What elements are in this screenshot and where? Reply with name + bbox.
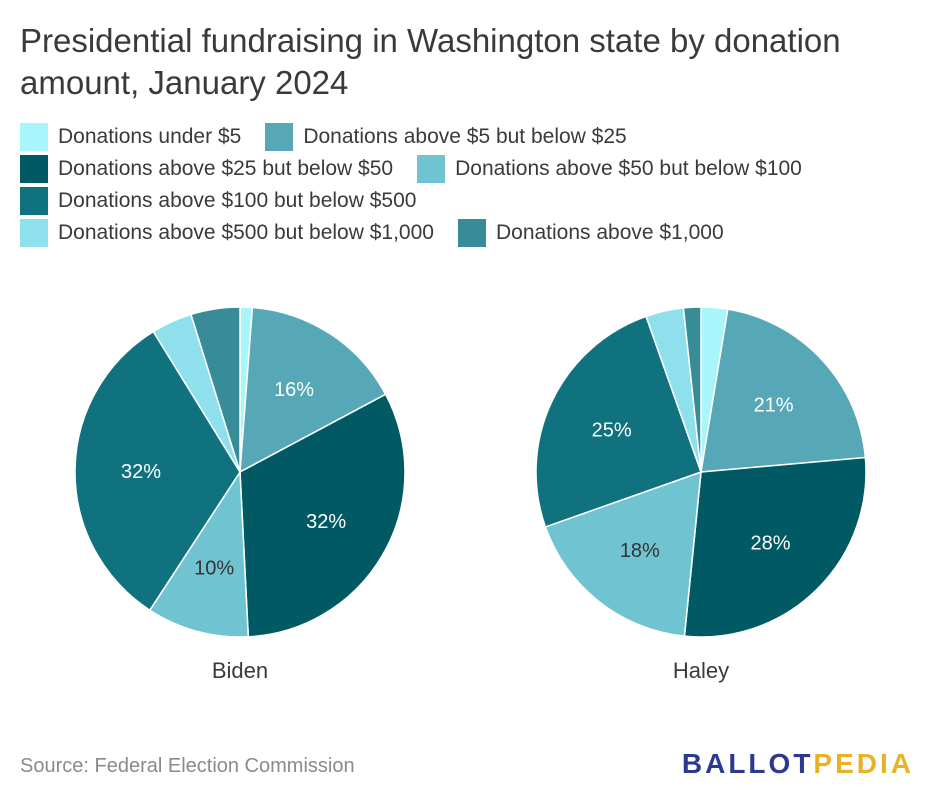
ballotpedia-logo: BALLOTPEDIA — [682, 748, 914, 780]
pie-slice — [682, 306, 702, 473]
slice-label: 21% — [754, 395, 794, 417]
legend-label: Donations above $5 but below $25 — [303, 125, 627, 148]
pie-biden: 16% 32% 10% 32% Biden — [74, 306, 406, 683]
pie-slice — [544, 470, 702, 637]
logo-part-ballot: BALLOT — [681, 748, 814, 779]
pie-title: Biden — [212, 658, 268, 683]
legend-swatch — [417, 155, 446, 183]
slice-label: 25% — [592, 419, 632, 441]
legend-item-above-1000: Donations above $1,000 — [457, 219, 724, 247]
legend: Donations under $5 Donations above $5 bu… — [20, 121, 930, 249]
legend-item-25-50: Donations above $25 but below $50 — [20, 155, 393, 183]
slice-label: 16% — [274, 379, 314, 401]
slice-label: 32% — [121, 461, 161, 483]
pie-title: Haley — [673, 658, 729, 683]
pie-slice — [148, 469, 250, 638]
legend-swatch — [20, 219, 48, 247]
slice-label: 18% — [620, 540, 660, 562]
legend-row: Donations above $100 but below $500 — [20, 185, 930, 217]
legend-label: Donations above $500 but below $1,000 — [58, 221, 434, 244]
legend-label: Donations above $1,000 — [495, 221, 724, 244]
pie-slice — [700, 308, 867, 473]
pie-slice — [190, 306, 241, 473]
logo-part-pedia: PEDIA — [813, 748, 914, 779]
pie-slice — [74, 330, 241, 612]
legend-swatch — [20, 123, 48, 151]
pie-haley: 21% 28% 18% 25% Haley — [535, 306, 867, 683]
legend-item-under-5: Donations under $5 — [20, 123, 241, 151]
chart-title: Presidential fundraising in Washington s… — [20, 22, 841, 101]
legend-item-500-1000: Donations above $500 but below $1,000 — [20, 219, 434, 247]
legend-label: Donations above $50 but below $100 — [455, 157, 802, 180]
source-note: Source: Federal Election Commission — [20, 755, 355, 777]
legend-swatch — [20, 187, 48, 215]
pie-slice — [535, 315, 702, 528]
legend-item-5-25: Donations above $5 but below $25 — [265, 123, 627, 151]
slice-label: 28% — [751, 532, 791, 554]
legend-swatch — [20, 155, 48, 183]
pie-slice — [683, 456, 867, 638]
legend-swatch — [457, 219, 486, 247]
legend-label: Donations above $25 but below $50 — [58, 157, 394, 180]
pie-slice — [239, 393, 406, 638]
legend-item-50-100: Donations above $50 but below $100 — [417, 155, 802, 183]
slice-label: 32% — [306, 511, 346, 533]
legend-label: Donations under $5 — [58, 125, 242, 148]
legend-row: Donations above $25 but below $50 Donati… — [20, 153, 930, 185]
legend-row: Donations under $5 Donations above $5 bu… — [20, 121, 930, 153]
legend-row: Donations above $500 but below $1,000 Do… — [20, 217, 930, 249]
legend-swatch — [265, 123, 294, 151]
legend-label: Donations above $100 but below $500 — [58, 189, 417, 212]
pie-slice — [239, 306, 387, 474]
legend-item-100-500: Donations above $100 but below $500 — [20, 187, 416, 215]
slice-label: 10% — [194, 558, 234, 580]
